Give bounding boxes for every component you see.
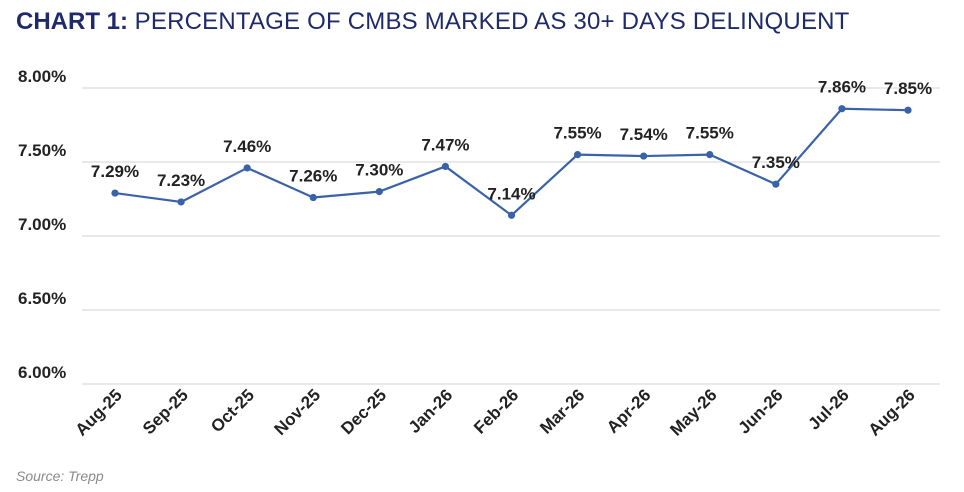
x-tick-label: Feb-26: [470, 385, 522, 437]
data-point: [573, 151, 582, 159]
data-point: [507, 211, 516, 219]
data-label: 7.54%: [620, 125, 668, 144]
data-label: 7.14%: [487, 184, 535, 203]
data-point: [111, 189, 119, 197]
y-tick-label: 7.50%: [18, 141, 66, 160]
data-label: 7.47%: [421, 135, 469, 154]
data-label: 7.46%: [223, 137, 271, 156]
data-label: 7.35%: [752, 153, 800, 172]
chart-title-text: PERCENTAGE OF CMBS MARKED AS 30+ DAYS DE…: [134, 8, 850, 35]
chart-title-lead: CHART 1:: [16, 8, 128, 35]
data-point: [441, 162, 450, 171]
y-tick-label: 6.00%: [18, 363, 66, 382]
data-point: [243, 164, 251, 172]
data-point: [838, 105, 846, 113]
x-tick-label: Aug-25: [72, 385, 126, 439]
data-point: [772, 180, 780, 188]
data-label: 7.85%: [884, 79, 932, 98]
data-point: [706, 151, 714, 159]
y-tick-label: 8.00%: [18, 67, 66, 86]
data-label: 7.23%: [157, 171, 205, 190]
x-tick-label: Jan-26: [405, 385, 457, 437]
x-tick-label: May-26: [666, 385, 720, 439]
x-tick-label: Jun-26: [734, 385, 786, 437]
data-point: [640, 152, 648, 160]
x-tick-label: Oct-25: [207, 385, 258, 436]
x-tick-label: Sep-25: [139, 385, 192, 438]
data-point: [375, 188, 383, 196]
data-point: [309, 193, 317, 202]
x-tick-label: Dec-25: [337, 385, 390, 438]
x-tick-label: Nov-25: [271, 385, 325, 439]
data-label: 7.55%: [686, 124, 734, 143]
data-label: 7.26%: [289, 167, 337, 186]
source-note: Source: Trepp: [16, 468, 104, 484]
y-tick-label: 6.50%: [18, 289, 66, 308]
data-label: 7.29%: [91, 162, 139, 181]
data-point: [904, 106, 912, 114]
x-tick-label: Mar-26: [536, 385, 588, 437]
chart-title: CHART 1: PERCENTAGE OF CMBS MARKED AS 30…: [16, 8, 850, 36]
data-point: [177, 198, 185, 206]
data-label: 7.55%: [553, 124, 601, 143]
data-label: 7.30%: [355, 161, 403, 180]
x-tick-label: Aug-26: [865, 385, 919, 439]
y-tick-label: 7.00%: [18, 215, 66, 234]
data-label: 7.86%: [818, 78, 866, 97]
x-tick-label: Apr-26: [603, 385, 655, 437]
x-tick-label: Jul-26: [805, 385, 853, 433]
